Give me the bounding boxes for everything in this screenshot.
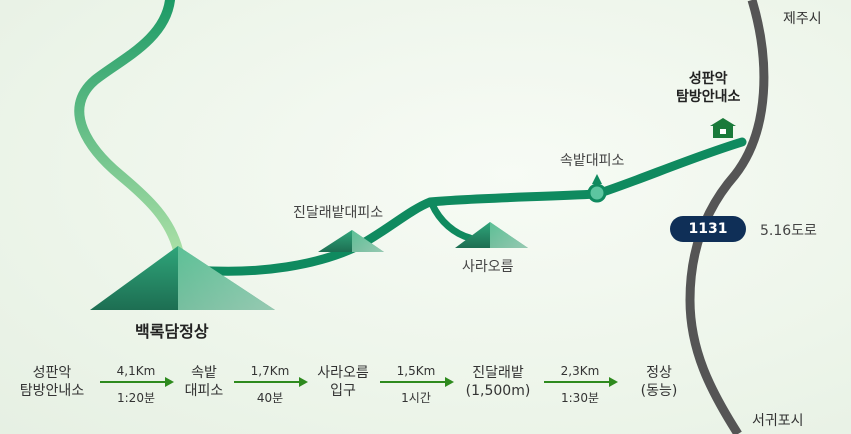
- course-segment-2: 1,7Km 40분: [230, 364, 310, 408]
- sokbat-shelter-label: 속밭대피소: [560, 153, 625, 169]
- road-name-label: 5.16도로: [760, 223, 817, 239]
- course-segment-4-distance: 2,3Km: [560, 364, 600, 378]
- course-stop-2-line1: 속밭: [191, 365, 217, 381]
- course-stop-3-line1: 사라오름: [317, 365, 369, 381]
- course-stop-4-line2: (1,500m): [465, 383, 531, 399]
- course-segment-4: 2,3Km 1:30분: [540, 364, 620, 408]
- north-trail: [74, 0, 183, 255]
- saraoreum-label: 사라오름: [462, 259, 514, 275]
- course-stop-1-line1: 성판악: [32, 365, 72, 381]
- course-segment-3-distance: 1,5Km: [396, 364, 436, 378]
- course-stop-2: 속밭 대피소: [174, 364, 234, 400]
- road-number-badge: 1131: [670, 216, 746, 242]
- course-segment-1: 4,1Km 1:20분: [96, 364, 176, 408]
- arrow-right-icon: [100, 377, 174, 387]
- trailhead-label: 성판악 탐방안내소: [676, 70, 740, 106]
- arrow-right-icon: [544, 377, 618, 387]
- course-stop-2-line2: 대피소: [184, 383, 224, 399]
- course-segment-2-time: 40분: [256, 391, 284, 405]
- jindallaebat-shelter-label: 진달래밭대피소: [293, 205, 384, 221]
- course-segment-3-time: 1시간: [401, 391, 431, 405]
- arrow-right-icon: [234, 377, 308, 387]
- course-stop-5-line2: (동능): [640, 383, 678, 399]
- summit-mountain-highlight: [178, 246, 275, 310]
- sokbat-marker-pin: [592, 174, 602, 184]
- trailhead-label-line1: 성판악: [688, 71, 728, 87]
- arrow-right-icon: [380, 377, 454, 387]
- course-stop-1-line2: 탐방안내소: [19, 383, 85, 399]
- saraoreum-branch: [428, 200, 474, 242]
- course-stop-4: 진달래밭 (1,500m): [458, 364, 538, 400]
- course-stop-1: 성판악 탐방안내소: [6, 364, 98, 400]
- course-segment-3: 1,5Km 1시간: [376, 364, 456, 408]
- course-segment-4-time: 1:30분: [561, 391, 599, 405]
- course-segment-2-distance: 1,7Km: [250, 364, 290, 378]
- seogwipo-city-label: 서귀포시: [752, 413, 804, 429]
- course-segment-1-time: 1:20분: [117, 391, 155, 405]
- seongpanak-trail: [190, 137, 747, 276]
- course-segment-1-distance: 4,1Km: [116, 364, 156, 378]
- saraoreum-hill-highlight: [490, 222, 528, 248]
- visitor-center-house-icon: [710, 118, 736, 138]
- course-stop-3: 사라오름 입구: [308, 364, 378, 400]
- jeju-city-label: 제주시: [783, 11, 822, 27]
- sokbat-marker: [587, 183, 607, 203]
- course-stop-4-line1: 진달래밭: [472, 365, 524, 381]
- trailhead-label-line2: 탐방안내소: [676, 89, 741, 105]
- summit-label: 백록담정상: [135, 322, 209, 341]
- course-stop-5-line1: 정상: [646, 365, 672, 381]
- course-stop-3-line2: 입구: [330, 383, 356, 399]
- course-stop-5: 정상 (동능): [624, 364, 694, 400]
- jindallaebat-hill-highlight: [352, 230, 384, 252]
